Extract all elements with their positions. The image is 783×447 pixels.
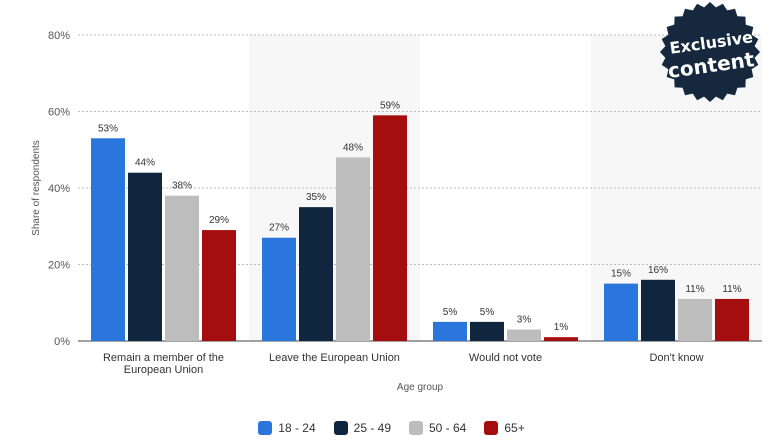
legend-item-18-24[interactable]: 18 - 24 [258, 421, 316, 435]
bar-50-64-2 [507, 329, 541, 341]
legend: 18 - 24 25 - 49 50 - 64 65+ [0, 421, 783, 435]
legend-swatch [484, 421, 499, 435]
data-label: 48% [343, 142, 363, 153]
data-label: 59% [380, 100, 400, 111]
legend-swatch [333, 421, 348, 435]
data-label: 44% [135, 158, 155, 169]
legend-item-25-49[interactable]: 25 - 49 [333, 421, 391, 435]
legend-item-65-plus[interactable]: 65+ [484, 421, 525, 435]
data-label: 3% [517, 315, 532, 326]
exclusive-content-badge: Exclusive content [660, 2, 760, 102]
data-label: 1% [554, 322, 569, 333]
x-category-label: Would not vote [469, 352, 542, 364]
bar-65+-2 [544, 337, 578, 341]
bar-50-64-3 [678, 298, 712, 341]
bar-18-24-2 [433, 321, 467, 341]
y-tick-label: 80% [48, 30, 70, 42]
y-axis-title: Share of respondents [31, 140, 42, 236]
data-label: 27% [269, 223, 289, 234]
x-category-label-line: Remain a member of the [103, 352, 224, 364]
legend-label: 25 - 49 [353, 421, 391, 435]
legend-label: 65+ [504, 421, 525, 435]
data-label: 5% [443, 307, 458, 318]
data-label: 5% [480, 307, 495, 318]
x-category-label-line: Would not vote [469, 352, 542, 364]
data-label: 38% [172, 181, 192, 192]
bar-65+-0 [202, 230, 236, 341]
bar-65+-3 [715, 298, 749, 341]
legend-label: 18 - 24 [278, 421, 316, 435]
bar-18-24-1 [262, 237, 296, 341]
data-label: 15% [611, 269, 631, 280]
bar-50-64-0 [165, 195, 199, 341]
legend-swatch [258, 421, 273, 435]
y-tick-label: 0% [54, 336, 70, 348]
data-label: 29% [209, 215, 229, 226]
bar-25-49-3 [641, 279, 675, 341]
x-category-label-line: European Union [124, 364, 204, 376]
bar-65+-1 [373, 115, 407, 341]
bar-25-49-1 [299, 207, 333, 341]
bar-25-49-0 [128, 172, 162, 341]
data-label: 11% [685, 284, 704, 295]
x-category-label-line: Don't know [649, 352, 703, 364]
legend-label: 50 - 64 [429, 421, 467, 435]
y-tick-label: 40% [48, 183, 70, 195]
data-label: 35% [306, 192, 326, 203]
x-category-label: Leave the European Union [269, 352, 400, 364]
bar-18-24-0 [91, 138, 125, 341]
y-tick-label: 60% [48, 107, 70, 119]
data-label: 11% [722, 284, 741, 295]
x-category-label: Remain a member of the European Union [103, 352, 224, 376]
bar-50-64-1 [336, 157, 370, 341]
data-label: 53% [98, 123, 118, 134]
y-tick-label: 20% [48, 260, 70, 272]
x-category-label-line: Leave the European Union [269, 352, 400, 364]
x-axis-title: Age group [397, 382, 444, 393]
bar-18-24-3 [604, 283, 638, 341]
legend-swatch [409, 421, 423, 435]
data-label: 16% [648, 265, 668, 276]
x-category-label: Don't know [649, 352, 703, 364]
bar-25-49-2 [470, 321, 504, 341]
legend-item-50-64[interactable]: 50 - 64 [409, 421, 466, 435]
